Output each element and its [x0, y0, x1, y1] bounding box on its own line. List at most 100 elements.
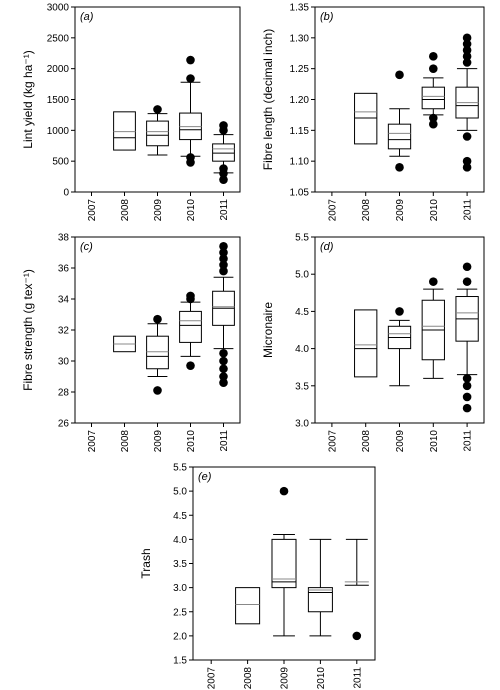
panel-a: 0 500 1000 1500 2000 2500 3000 2007 2008 2009 2010…: [21, 3, 241, 222]
outlier-point: [462, 392, 472, 402]
outlier-point: [462, 39, 472, 49]
outlier-point: [153, 386, 162, 395]
x-tick-label: 2007: [87, 430, 98, 453]
box-iqr: [421, 86, 445, 110]
y-tick-label: 26: [58, 419, 70, 430]
outlier-point: [219, 254, 228, 263]
outlier-point: [462, 374, 472, 383]
y-tick-label: 5.0: [173, 487, 187, 498]
outlier-point: [279, 486, 289, 496]
y-tick-label: 4.5: [173, 511, 187, 522]
box-2008: [354, 309, 378, 378]
outlier-point: [462, 132, 472, 141]
box-iqr: [146, 120, 169, 147]
outlier-point: [219, 121, 228, 130]
panel-c: 26 28 30 32 34 36 38 2007 2008 2009 2010 2011 Fibre …: [21, 233, 241, 453]
outlier-point: [429, 113, 438, 123]
panel-d: 3.0 3.5 4.0 4.5 5.0 5.5 2007 2008 2009 2010 2011 Mi…: [261, 233, 485, 453]
outlier-point: [219, 164, 228, 173]
y-tick-label: 1.35: [290, 3, 310, 14]
box-iqr: [354, 92, 378, 145]
box-2010: [179, 291, 202, 370]
x-tick-label: 2008: [361, 199, 372, 222]
outlier-point: [186, 361, 195, 370]
x-tick-label: 2009: [395, 430, 406, 453]
box-iqr: [307, 587, 333, 613]
panel-label: (d): [320, 241, 334, 253]
y-tick-label: 2.0: [173, 631, 187, 642]
y-tick-label: 1000: [47, 126, 70, 137]
y-tick-label: 1500: [47, 95, 70, 106]
box-2011: [212, 242, 235, 388]
y-tick-label: 1.20: [290, 95, 310, 106]
box-2009: [387, 70, 412, 172]
outlier-point: [462, 403, 472, 413]
outlier-point: [462, 277, 472, 286]
y-tick-label: 5.5: [295, 233, 309, 244]
outlier-point: [219, 378, 228, 388]
outlier-point: [186, 291, 195, 301]
outlier-point: [429, 277, 438, 286]
x-tick-label: 2011: [352, 667, 363, 689]
outlier-point: [186, 74, 195, 83]
box-2008: [113, 111, 136, 151]
outlier-point: [462, 163, 472, 172]
outlier-point: [219, 266, 228, 276]
y-tick-label: 30: [58, 357, 70, 368]
y-tick-label: 4.0: [173, 535, 187, 546]
outlier-point: [462, 45, 472, 55]
x-tick-label: 2008: [120, 199, 131, 222]
x-tick-label: 2011: [463, 430, 474, 452]
box-2011: [455, 33, 479, 172]
box-iqr: [387, 123, 412, 150]
y-tick-label: 4.5: [295, 307, 309, 318]
y-tick-label: 3.5: [295, 381, 309, 392]
outlier-point: [186, 55, 195, 65]
x-tick-label: 2009: [153, 199, 164, 222]
y-axis-label: Fibre length (decimal inch): [261, 29, 275, 170]
x-tick-label: 2008: [361, 430, 372, 453]
x-tick-label: 2009: [280, 667, 291, 690]
box-iqr: [212, 143, 235, 162]
outlier-point: [429, 64, 438, 73]
box-iqr: [146, 335, 169, 370]
outlier-point: [153, 314, 162, 324]
box-2011: [212, 121, 235, 184]
outlier-point: [219, 372, 228, 381]
box-2011: [344, 538, 369, 641]
outlier-point: [352, 631, 362, 641]
y-tick-label: 38: [58, 233, 70, 244]
x-tick-label: 2009: [395, 199, 406, 222]
outlier-point: [219, 248, 228, 257]
outlier-point: [429, 119, 438, 129]
y-tick-label: 3.0: [173, 583, 187, 594]
box-2009: [387, 307, 412, 387]
y-tick-label: 1.5: [173, 656, 187, 667]
box-iqr: [271, 538, 297, 589]
box-2008: [113, 335, 136, 353]
x-tick-label: 2007: [327, 199, 338, 222]
x-tick-label: 2007: [87, 199, 98, 222]
outlier-point: [219, 260, 228, 270]
y-tick-label: 3.0: [295, 419, 309, 430]
outlier-point: [219, 348, 228, 358]
box-2010: [421, 277, 445, 379]
x-tick-label: 2007: [207, 667, 218, 690]
y-tick-label: 1.10: [290, 157, 310, 168]
y-tick-label: 500: [52, 157, 69, 168]
outlier-point: [186, 153, 195, 162]
panel-label: (a): [80, 11, 94, 23]
y-tick-label: 5.0: [295, 270, 309, 281]
y-tick-label: 3000: [47, 3, 70, 14]
x-tick-label: 2010: [316, 667, 327, 690]
x-tick-label: 2009: [153, 430, 164, 453]
box-2010: [421, 52, 445, 129]
y-tick-label: 1.05: [290, 188, 310, 199]
y-tick-label: 28: [58, 388, 70, 399]
box-2009: [146, 105, 169, 156]
outlier-point: [462, 262, 472, 272]
x-tick-label: 2007: [327, 430, 338, 453]
plot-frame: [74, 6, 241, 193]
y-tick-label: 2000: [47, 64, 70, 75]
box-2010: [307, 538, 333, 637]
